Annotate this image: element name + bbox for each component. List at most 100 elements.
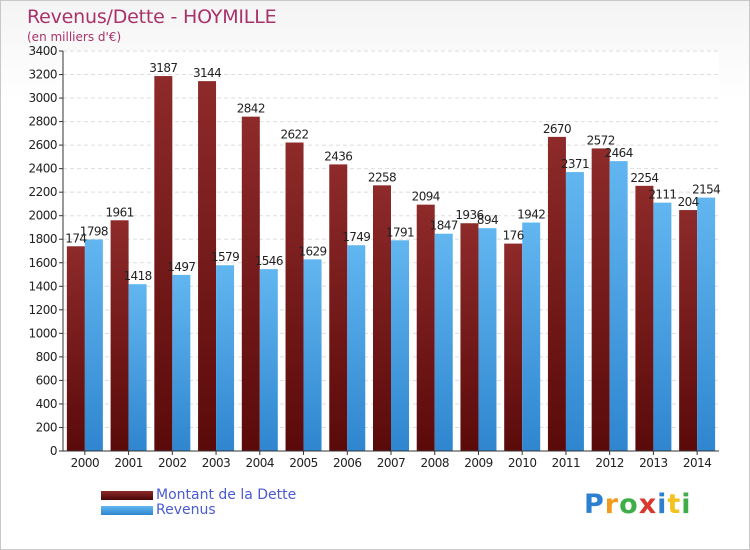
y-tick-label: 2600 [28,138,57,152]
y-tick-label: 400 [36,397,57,411]
value-label-revenus-2010: 1942 [517,208,545,222]
value-label-revenus-2009: 894 [477,213,498,227]
value-label-revenus-2013: 2111 [648,188,676,202]
x-tick-label: 2008 [420,456,449,470]
y-tick-label: 1200 [28,303,57,317]
value-label-dette-2009: 1936 [455,208,483,222]
bar-dette-2008 [416,204,435,451]
bar-revenus-2009 [478,228,497,451]
bar-revenus-2008 [434,233,453,451]
value-label-revenus-2006: 1749 [342,230,370,244]
legend-swatch-dette [101,490,153,500]
value-label-dette-2001: 1961 [106,205,134,219]
value-label-revenus-2001: 1418 [124,269,152,283]
x-tick-label: 2003 [202,456,231,470]
legend-label-revenus: Revenus [156,502,216,518]
legend-item-dette: Montant de la Dette [101,487,297,503]
value-label-dette-2004: 2842 [237,102,265,116]
legend-label-dette: Montant de la Dette [156,487,297,503]
x-tick-label: 2010 [508,456,537,470]
bar-revenus-2007 [391,240,409,451]
y-tick-label: 3000 [28,91,57,105]
legend-item-revenus: Revenus [101,502,296,518]
value-label-revenus-2012: 2464 [605,146,633,160]
bar-dette-2013 [635,185,654,451]
y-tick-label: 800 [36,350,57,364]
value-label-dette-2010: 176 [503,229,524,243]
bar-revenus-2004 [259,269,278,451]
proxiti-logo: Proxiti [584,489,692,520]
value-label-revenus-2005: 1629 [298,244,326,258]
value-label-revenus-2000: 1798 [80,224,108,238]
bars-layer [66,76,716,452]
logo-letter: i [681,489,692,520]
bar-dette-2000 [66,246,85,451]
value-label-dette-2012: 2572 [587,133,615,147]
bar-dette-2011 [547,136,566,451]
x-tick-label: 2004 [246,456,275,470]
y-tick-label: 200 [36,420,57,434]
y-tick-label: 1000 [28,326,57,340]
value-label-revenus-2003: 1579 [211,250,239,264]
bar-revenus-2011 [565,172,584,451]
bar-dette-2006 [329,164,348,452]
value-label-dette-2000: 174 [65,231,86,245]
legend-swatch-revenus [101,505,153,515]
x-tick-label: 2014 [683,456,712,470]
bar-dette-2007 [373,185,391,451]
bar-revenus-2013 [653,202,672,451]
bar-revenus-2002 [172,274,191,451]
bar-dette-2005 [285,142,304,451]
bar-revenus-2001 [128,284,147,451]
bar-revenus-2014 [697,197,716,451]
bar-revenus-2005 [303,259,322,451]
x-tick-label: 2002 [158,456,187,470]
logo-letter: r [604,489,620,520]
value-label-dette-2008: 2094 [412,190,440,204]
value-label-dette-2014: 204 [678,195,699,209]
y-tick-label: 3200 [28,68,57,82]
x-tick-label: 2011 [552,456,581,470]
value-label-revenus-2008: 1847 [430,219,458,233]
y-tick-label: 600 [36,373,57,387]
x-tick-label: 2001 [114,456,143,470]
logo-letter: x [638,489,658,520]
value-label-dette-2006: 2436 [324,149,352,163]
bar-revenus-2006 [347,245,366,451]
logo-letter: i [657,489,668,520]
value-label-revenus-2004: 1546 [255,254,283,268]
logo-letter: t [667,489,682,520]
bar-dette-2001 [110,220,129,451]
y-tick-label: 1400 [28,279,57,293]
bar-revenus-2000 [84,239,103,451]
bar-dette-2014 [679,210,698,451]
axis-layer: 0 200 400 600 800 1000 1200 1400 1600 1800 2000 220… [28,44,719,470]
bar-dette-2012 [591,148,610,452]
bar-dette-2010 [504,243,523,451]
value-label-dette-2007: 2258 [368,170,396,184]
chart-title: Revenus/Dette - HOYMILLE [27,6,277,28]
value-label-dette-2003: 3144 [193,66,221,80]
bar-revenus-2010 [522,222,541,451]
bar-revenus-2003 [216,265,235,451]
x-tick-label: 2012 [595,456,624,470]
x-tick-label: 2000 [71,456,100,470]
x-tick-label: 2009 [464,456,493,470]
y-tick-label: 1600 [28,256,57,270]
logo-letter: o [619,489,639,520]
value-label-dette-2002: 3187 [149,61,177,75]
value-label-revenus-2011: 2371 [561,157,589,171]
bar-dette-2004 [241,116,260,451]
value-label-dette-2011: 2670 [543,122,571,136]
y-tick-label: 0 [50,444,57,458]
value-label-revenus-2014: 2154 [692,183,720,197]
y-tick-label: 1800 [28,232,57,246]
bar-dette-2009 [460,223,479,451]
bar-dette-2002 [154,76,173,451]
value-label-revenus-2002: 1497 [167,260,195,274]
value-label-dette-2013: 2254 [630,171,658,185]
chart-subtitle: (en milliers d'€) [27,30,122,44]
